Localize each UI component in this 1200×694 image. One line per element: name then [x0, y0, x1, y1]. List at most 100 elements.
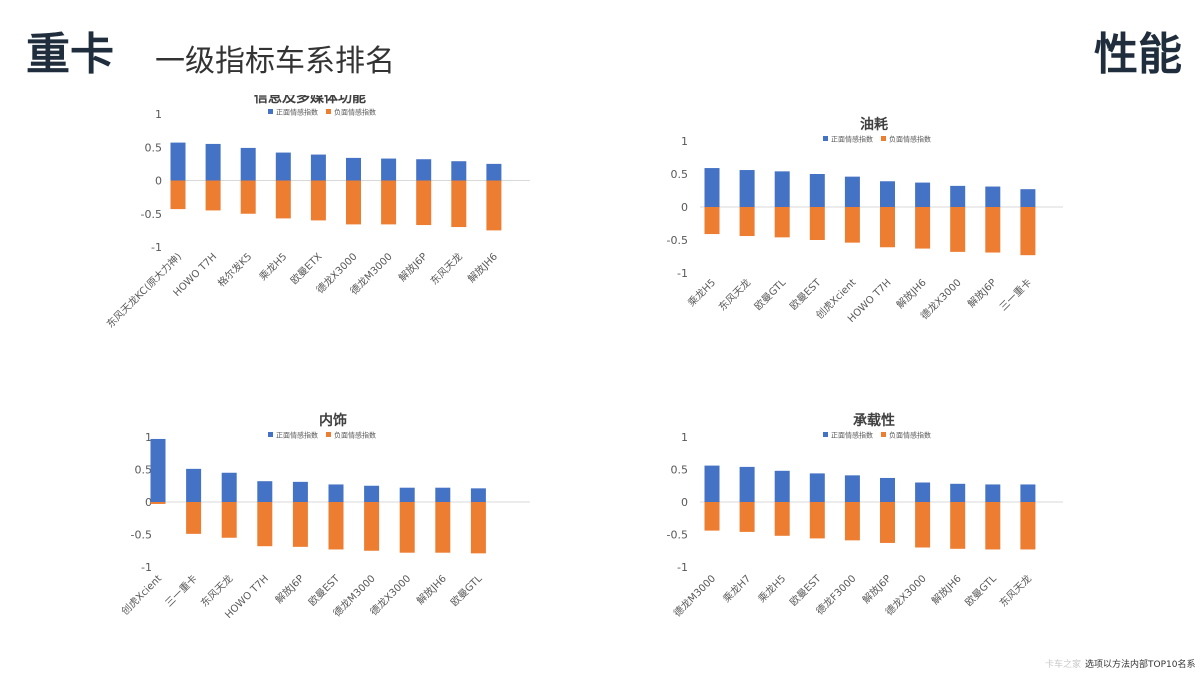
bar-negative	[310, 180, 326, 221]
bar-negative	[950, 502, 966, 549]
bar-negative	[328, 502, 344, 550]
y-tick-label: 0	[155, 175, 162, 188]
y-tick-label: 0.5	[135, 464, 153, 477]
bar-negative	[844, 502, 860, 541]
bar-positive	[774, 171, 790, 207]
bar-negative	[486, 180, 502, 231]
bar-positive	[739, 466, 755, 502]
category-title: 性能	[1094, 29, 1182, 80]
bar-negative	[774, 502, 790, 536]
bar-positive	[880, 181, 895, 207]
bar-positive	[915, 482, 931, 502]
x-category-label: 欧曼GTL	[963, 572, 999, 608]
legend-swatch	[823, 136, 828, 141]
bar-positive	[275, 152, 291, 181]
footer-watermark: 卡车之家	[1045, 660, 1082, 670]
y-tick-label: 1	[681, 135, 688, 148]
y-tick-label: 1	[681, 431, 688, 444]
bar-negative	[704, 207, 720, 235]
bar-negative	[257, 502, 273, 547]
bar-negative	[915, 207, 931, 249]
bar-positive	[985, 186, 1001, 207]
bar-positive	[985, 484, 1001, 502]
y-tick-label: 0	[681, 496, 688, 509]
bar-positive	[774, 470, 790, 502]
bar-negative	[205, 180, 221, 211]
y-tick-label: 0.5	[145, 141, 163, 154]
y-tick-label: 0.5	[671, 464, 689, 477]
x-category-label: 东风天龙	[716, 276, 753, 313]
bar-positive	[416, 159, 432, 181]
x-category-label: 创虎Xcient	[118, 572, 164, 618]
bar-positive	[844, 176, 860, 207]
y-tick-label: 0.5	[671, 168, 689, 181]
y-tick-label: -1	[141, 561, 152, 574]
legend-swatch	[268, 109, 273, 114]
x-category-label: 德龙M3000	[671, 572, 718, 619]
bar-positive	[486, 163, 502, 181]
bar-negative	[774, 207, 790, 238]
bar-positive	[915, 182, 931, 207]
bar-negative	[186, 502, 202, 534]
y-tick-label: -1	[151, 241, 162, 254]
chart-title: 内饰	[319, 412, 347, 429]
x-category-label: 欧曼EST	[788, 276, 825, 313]
bar-positive	[1020, 484, 1036, 502]
bar-positive	[381, 158, 397, 181]
bar-positive	[844, 475, 860, 502]
legend-swatch	[326, 109, 331, 114]
chart-interior: 内饰 正面情感指数 负面情感指数 1 0.5 0 -0.5 -1 创虎Xcient 三一重卡 东风天…	[0, 390, 600, 690]
bar-negative	[739, 207, 755, 237]
y-tick-label: 0	[145, 496, 152, 509]
bar-positive	[205, 143, 221, 181]
page-title: 重卡	[26, 29, 114, 80]
bar-positive	[1020, 189, 1036, 207]
bar-positive	[399, 487, 415, 502]
bar-negative	[399, 502, 415, 553]
bar-positive	[221, 472, 237, 502]
bar-positive	[704, 168, 720, 207]
x-category-label: 东风天龙	[198, 572, 235, 609]
bar-negative	[985, 207, 1001, 253]
x-category-label: 解放J6P	[272, 572, 306, 606]
x-category-label: 欧曼ETX	[288, 251, 324, 287]
x-category-label: 乘龙H5	[755, 572, 788, 605]
bar-negative	[704, 502, 720, 531]
bar-positive	[150, 438, 166, 502]
bar-negative	[809, 207, 825, 240]
chart-title: 油耗	[860, 116, 888, 133]
x-category-label: 解放JH6	[929, 572, 964, 607]
x-category-label: 乘龙H5	[685, 276, 718, 309]
bar-negative	[364, 502, 380, 551]
y-tick-label: -0.5	[667, 234, 688, 247]
bar-positive	[310, 154, 326, 181]
legend-label: 正面情感指数	[831, 135, 873, 144]
bar-positive	[470, 488, 486, 502]
bar-positive	[950, 483, 966, 502]
bar-negative	[880, 502, 895, 543]
x-category-label: 三一重卡	[997, 276, 1034, 313]
y-tick-label: 1	[155, 108, 162, 121]
bar-positive	[186, 468, 202, 502]
y-tick-label: -1	[677, 561, 688, 574]
bar-positive	[257, 481, 273, 502]
legend-label: 负面情感指数	[889, 135, 931, 144]
bar-positive	[704, 465, 720, 502]
bar-negative	[221, 502, 237, 538]
x-category-label: 解放J6P	[396, 250, 430, 284]
bar-positive	[880, 477, 895, 502]
legend-label: 负面情感指数	[334, 108, 376, 117]
bar-negative	[275, 180, 291, 219]
legend-label: 负面情感指数	[889, 431, 931, 440]
bar-positive	[292, 481, 308, 502]
y-tick-label: -1	[677, 267, 688, 280]
legend-swatch	[268, 432, 273, 437]
legend-label: 正面情感指数	[831, 431, 873, 440]
x-category-label: 欧曼GTL	[752, 276, 788, 312]
chart-title: 信息及多媒体功能	[254, 95, 366, 106]
y-tick-label: 1	[145, 431, 152, 444]
bar-positive	[809, 473, 825, 502]
bar-negative	[739, 502, 755, 532]
